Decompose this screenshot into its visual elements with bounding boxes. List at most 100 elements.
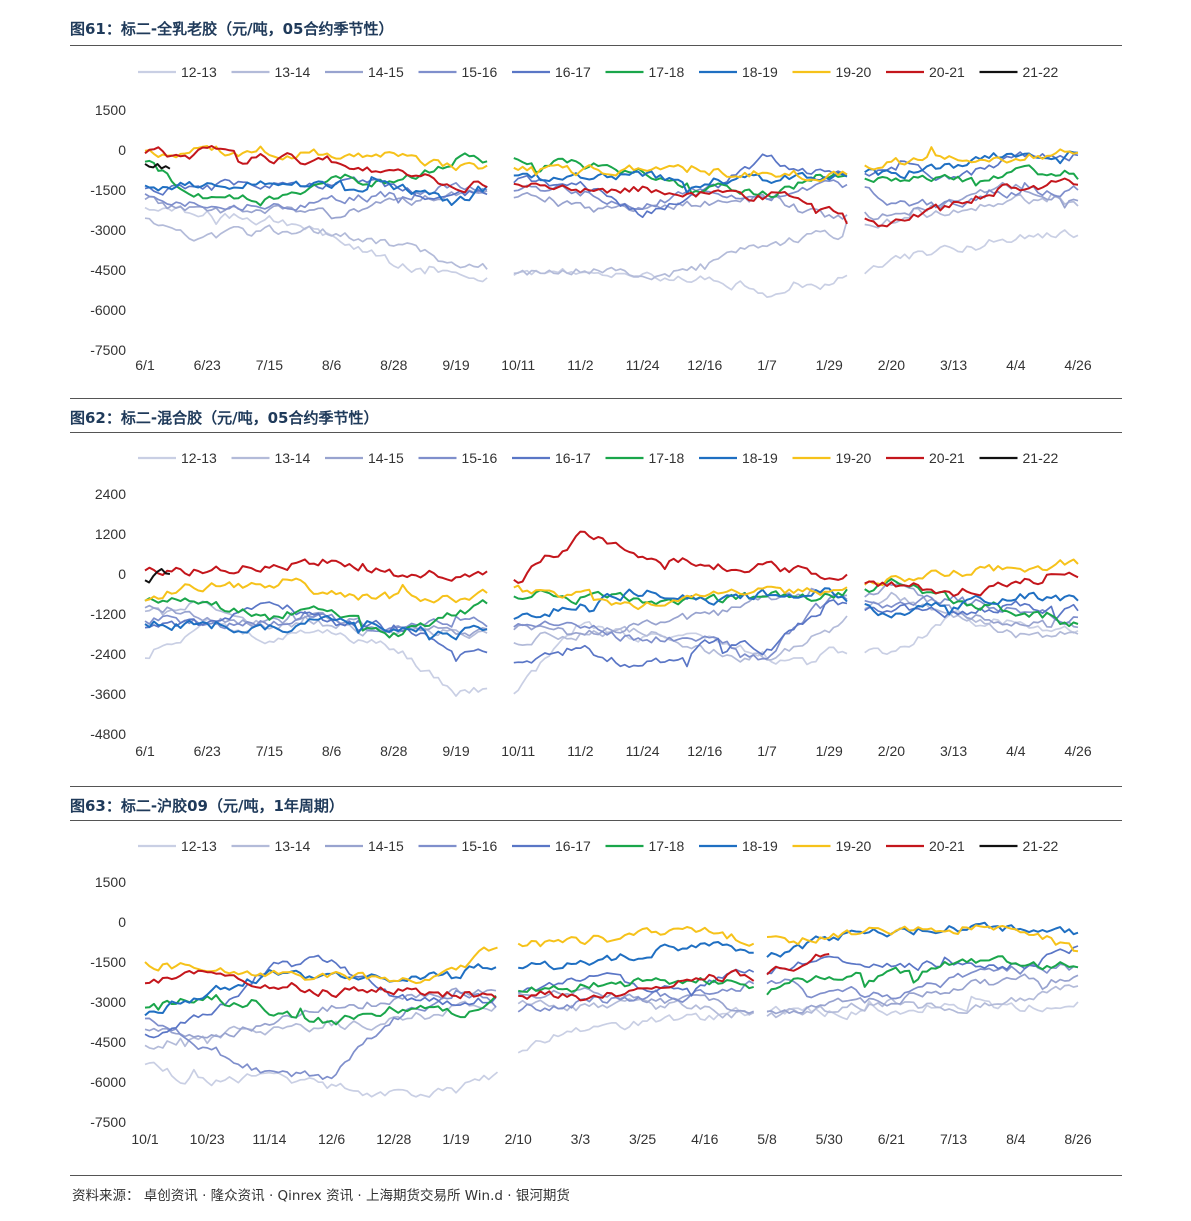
series-line-20-21 bbox=[144, 558, 488, 582]
series-line-13-14 bbox=[144, 1000, 497, 1050]
y-tick-label: -1500 bbox=[90, 954, 126, 970]
legend-label-12-13: 12-13 bbox=[181, 64, 217, 80]
series-line-12-13 bbox=[144, 1061, 499, 1098]
x-tick-label: 1/7 bbox=[757, 743, 777, 759]
series-line-18-19 bbox=[864, 591, 1079, 619]
x-tick-label: 3/3 bbox=[571, 1131, 591, 1147]
legend: 12-13 13-14 14-15 15-16 16-17 17-18 18-19 19-20… bbox=[138, 450, 1059, 466]
legend-label-17-18: 17-18 bbox=[649, 64, 685, 80]
x-tick-label: 8/28 bbox=[380, 357, 407, 373]
x-tick-label: 6/1 bbox=[135, 357, 155, 373]
x-tick-label: 12/16 bbox=[687, 357, 722, 373]
x-tick-label: 10/11 bbox=[501, 357, 535, 373]
series-line-19-20 bbox=[517, 926, 755, 948]
series-line-15-16 bbox=[766, 963, 1079, 1000]
y-tick-label: -7500 bbox=[90, 1114, 126, 1130]
x-tick-label: 4/4 bbox=[1006, 743, 1026, 759]
x-tick-label: 3/25 bbox=[629, 1131, 656, 1147]
x-tick-label: 11/14 bbox=[252, 1131, 286, 1147]
series-line-17-18 bbox=[864, 164, 1079, 187]
series-line-14-15 bbox=[766, 973, 1079, 1015]
series-line-20-21 bbox=[518, 969, 755, 1002]
series-line-16-17 bbox=[513, 599, 848, 669]
series-line-19-20 bbox=[144, 946, 498, 985]
series-line-20-21 bbox=[513, 182, 848, 225]
series-line-18-19 bbox=[513, 170, 848, 194]
x-tick-label: 1/7 bbox=[757, 357, 777, 373]
series-line-16-17 bbox=[144, 954, 497, 1039]
series-line-20-21 bbox=[513, 530, 848, 584]
x-tick-label: 10/23 bbox=[190, 1131, 225, 1147]
series-line-17-18 bbox=[144, 994, 497, 1026]
series-line-12-13 bbox=[144, 618, 488, 697]
y-tick-label: 2400 bbox=[95, 486, 126, 502]
line-chart-63: 12-13 13-14 14-15 15-16 16-17 17-18 18-19 19-20… bbox=[90, 838, 1092, 1147]
legend: 12-13 13-14 14-15 15-16 16-17 17-18 18-19 19-20… bbox=[138, 838, 1059, 854]
x-tick-label: 1/29 bbox=[816, 357, 843, 373]
y-tick-label: -7500 bbox=[90, 342, 126, 358]
x-tick-label: 3/13 bbox=[940, 357, 967, 373]
series-line-16-17 bbox=[864, 151, 1079, 181]
y-tick-label: -6000 bbox=[90, 302, 126, 318]
series-line-12-13 bbox=[513, 620, 848, 695]
series-line-18-19 bbox=[766, 921, 1079, 958]
series-line-13-14 bbox=[144, 217, 488, 270]
series-line-18-19 bbox=[144, 615, 488, 641]
y-tick-label: -4800 bbox=[90, 726, 126, 742]
y-tick-label: -6000 bbox=[90, 1074, 126, 1090]
legend-label-13-14: 13-14 bbox=[275, 64, 311, 80]
legend-label-14-15: 14-15 bbox=[368, 64, 404, 80]
x-tick-label: 9/19 bbox=[442, 743, 469, 759]
legend-label-15-16: 15-16 bbox=[462, 450, 498, 466]
line-chart-62: 12-13 13-14 14-15 15-16 16-17 17-18 18-19 19-20… bbox=[90, 450, 1092, 759]
series-line-12-13 bbox=[864, 609, 1079, 656]
x-tick-label: 2/10 bbox=[505, 1131, 532, 1147]
series-line-19-20 bbox=[513, 584, 848, 611]
series-line-14-15 bbox=[144, 604, 488, 637]
x-tick-label: 12/6 bbox=[318, 1131, 345, 1147]
series-line-14-15 bbox=[517, 986, 755, 1015]
y-tick-label: -3000 bbox=[90, 222, 126, 238]
chart-title: 图61：标二-全乳老胶（元/吨，05合约季节性） bbox=[70, 20, 394, 38]
legend-label-19-20: 19-20 bbox=[836, 64, 872, 80]
series-line-12-13 bbox=[513, 267, 848, 298]
legend-label-20-21: 20-21 bbox=[929, 838, 965, 854]
x-tick-label: 4/4 bbox=[1006, 357, 1026, 373]
source-note: 资料来源： 卓创资讯 · 隆众资讯 · Qinrex 资讯 · 上海期货交易所 … bbox=[72, 1188, 570, 1204]
x-tick-label: 5/8 bbox=[757, 1131, 777, 1147]
x-tick-label: 6/1 bbox=[135, 743, 155, 759]
chart-title: 图62：标二-混合胶（元/吨，05合约季节性） bbox=[70, 409, 379, 427]
legend-label-21-22: 21-22 bbox=[1023, 64, 1059, 80]
series-line-17-18 bbox=[513, 157, 848, 199]
x-tick-label: 11/2 bbox=[567, 743, 593, 759]
series-line-17-18 bbox=[144, 597, 488, 639]
legend-label-21-22: 21-22 bbox=[1023, 450, 1059, 466]
series-line-13-14 bbox=[513, 220, 848, 281]
x-tick-label: 4/26 bbox=[1064, 743, 1091, 759]
series-line-16-17 bbox=[864, 600, 1079, 621]
x-tick-label: 10/11 bbox=[501, 743, 535, 759]
legend-label-16-17: 16-17 bbox=[555, 64, 591, 80]
y-tick-label: 0 bbox=[118, 914, 126, 930]
legend-label-16-17: 16-17 bbox=[555, 838, 591, 854]
x-tick-label: 6/23 bbox=[194, 743, 221, 759]
x-tick-label: 6/21 bbox=[878, 1131, 905, 1147]
series-line-21-22 bbox=[144, 568, 171, 584]
series-line-15-16 bbox=[513, 594, 848, 661]
series-line-14-15 bbox=[513, 587, 848, 636]
series-line-19-20 bbox=[766, 924, 1079, 953]
x-tick-label: 2/20 bbox=[878, 743, 905, 759]
series-line-20-21 bbox=[864, 571, 1079, 597]
y-tick-label: -4500 bbox=[90, 262, 126, 278]
series-line-20-21 bbox=[766, 953, 830, 976]
x-tick-label: 8/28 bbox=[380, 743, 407, 759]
title-underline bbox=[70, 820, 1122, 821]
series-line-17-18 bbox=[518, 977, 754, 993]
legend-label-17-18: 17-18 bbox=[649, 450, 685, 466]
x-tick-label: 8/26 bbox=[1064, 1131, 1091, 1147]
legend-label-20-21: 20-21 bbox=[929, 450, 965, 466]
legend-label-13-14: 13-14 bbox=[275, 838, 311, 854]
legend-label-14-15: 14-15 bbox=[368, 838, 404, 854]
x-tick-label: 11/2 bbox=[567, 357, 593, 373]
x-tick-label: 3/13 bbox=[940, 743, 967, 759]
